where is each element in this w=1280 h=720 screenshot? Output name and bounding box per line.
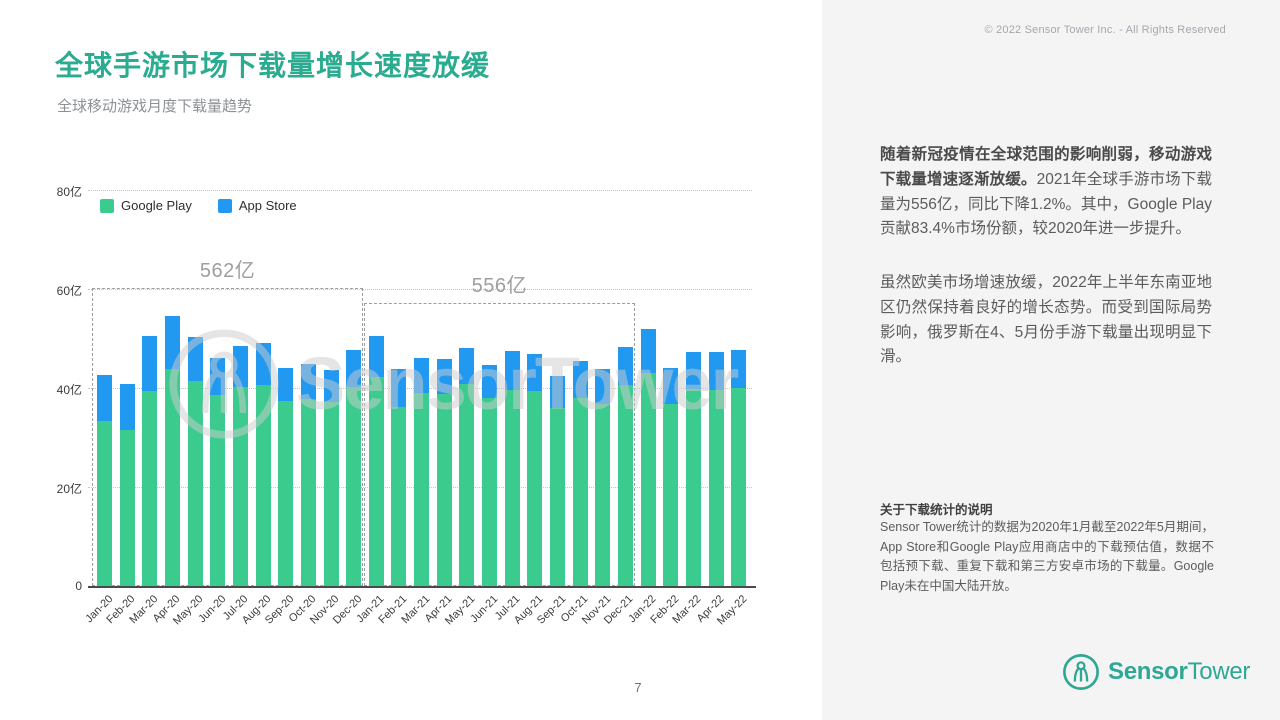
bar-Oct-20-app-store <box>300 363 316 399</box>
year-range-box-Jan-21 <box>363 302 635 586</box>
summary-paragraph-1: 随着新冠疫情在全球范围的影响削弱，移动游戏下载量增速逐渐放缓。2021年全球手游… <box>880 143 1212 242</box>
bar-Dec-21-google-play <box>617 385 633 586</box>
bar-Jun-20-google-play <box>210 394 226 586</box>
bar-Feb-22-app-store <box>663 367 679 405</box>
chart-subtitle: 全球移动游戏月度下载量趋势 <box>57 98 253 115</box>
bar-Jun-20-app-store <box>210 358 226 395</box>
bar-Mar-21-google-play <box>414 393 430 586</box>
bar-Feb-20-google-play <box>119 430 135 586</box>
bar-Feb-21-google-play <box>391 406 407 586</box>
bar-Aug-21-google-play <box>527 390 543 586</box>
year-total-label: 562亿 <box>199 260 256 282</box>
bar-Mar-20-app-store <box>142 335 158 391</box>
bar-Nov-20-app-store <box>323 369 339 402</box>
bar-Jul-21-app-store <box>504 351 520 390</box>
y-tick-label: 0 <box>75 579 82 593</box>
bar-Oct-20-google-play <box>300 398 316 586</box>
summary-paragraph-2: 虽然欧美市场增速放缓，2022年上半年东南亚地区仍然保持着良好的增长态势。而受到… <box>880 274 1212 366</box>
sidebar <box>822 0 1280 720</box>
bar-Apr-20-app-store <box>164 316 180 370</box>
bar-Jul-20-google-play <box>232 387 248 586</box>
chart-legend: Google Play App Store <box>100 198 297 213</box>
sensor-tower-logo: SensorTower <box>1062 653 1250 691</box>
bar-Jan-21-app-store <box>368 336 384 377</box>
bar-Sep-20-google-play <box>278 400 294 586</box>
bar-Jan-22-google-play <box>640 372 656 586</box>
logo-text-tower: Tower <box>1187 658 1251 685</box>
gridline-60 <box>88 289 752 290</box>
bar-Apr-21-google-play <box>436 393 452 586</box>
bar-Mar-22-google-play <box>685 388 701 586</box>
legend-label-google-play: Google Play <box>121 198 192 213</box>
y-tick-label: 60亿 <box>56 284 82 298</box>
bar-Oct-21-app-store <box>572 361 588 399</box>
year-total-label: 556亿 <box>471 274 528 297</box>
bar-Jun-21-app-store <box>482 364 498 399</box>
bar-Mar-22-app-store <box>685 351 701 389</box>
page-number: 7 <box>634 680 642 695</box>
legend-label-app-store: App Store <box>238 198 297 213</box>
gridline-80 <box>88 190 752 191</box>
bar-Aug-20-google-play <box>255 385 271 586</box>
bar-Aug-20-app-store <box>255 343 271 386</box>
bar-Nov-21-google-play <box>595 403 611 586</box>
sensor-tower-logo-icon <box>1063 654 1099 690</box>
bar-Mar-21-app-store <box>414 357 430 394</box>
bar-Jan-21-google-play <box>368 376 384 586</box>
bar-Mar-20-google-play <box>142 390 158 586</box>
note-title: 关于下载统计的说明 <box>880 503 993 517</box>
legend-item-app-store: App Store <box>217 198 297 213</box>
y-tick-label: 40亿 <box>56 383 82 397</box>
bar-Nov-20-google-play <box>323 401 339 586</box>
bar-Aug-21-app-store <box>527 353 543 391</box>
bar-May-21-google-play <box>459 383 475 586</box>
bar-May-20-app-store <box>187 336 203 382</box>
bar-Sep-21-google-play <box>550 407 565 586</box>
legend-item-google-play: Google Play <box>100 198 192 213</box>
bar-Dec-20-app-store <box>346 350 362 387</box>
bar-Apr-20-google-play <box>164 369 180 586</box>
note-body: Sensor Tower统计的数据为2020年1月截至2022年5月期间，App… <box>880 520 1214 593</box>
bar-Oct-21-google-play <box>572 398 588 586</box>
x-axis-line <box>88 586 756 588</box>
bar-Feb-22-google-play <box>663 404 679 586</box>
page-title: 全球手游市场下载量增长速度放缓 <box>55 50 491 81</box>
bar-Jun-21-google-play <box>482 398 498 586</box>
logo-text-sensor: Sensor <box>1108 658 1188 685</box>
bar-Jan-20-google-play <box>97 420 112 586</box>
bar-Dec-21-app-store <box>617 347 633 386</box>
legend-swatch-app-store <box>217 198 232 213</box>
summary-paragraph-1-rest: 2021年全球手游市场下载量为556亿，同比下降1.2%。其中，Google P… <box>880 170 1212 238</box>
bar-May-21-app-store <box>459 347 475 384</box>
bar-Jan-20-app-store <box>97 374 112 421</box>
bar-Apr-22-google-play <box>708 389 724 586</box>
year-range-box-Jan-20 <box>92 288 364 586</box>
y-tick-label: 80亿 <box>56 185 82 199</box>
sensor-tower-logo-text: SensorTower <box>1108 658 1250 686</box>
bar-Jul-20-app-store <box>232 345 248 387</box>
bar-Nov-21-app-store <box>595 368 611 404</box>
bar-Feb-20-app-store <box>119 383 135 431</box>
legend-swatch-google-play <box>100 198 114 213</box>
copyright: © 2022 Sensor Tower Inc. - All Rights Re… <box>984 24 1226 36</box>
bar-Apr-21-app-store <box>436 359 452 394</box>
bar-Sep-21-app-store <box>550 375 565 408</box>
bar-May-20-google-play <box>187 381 203 586</box>
bar-May-22-google-play <box>731 388 747 586</box>
y-tick-label: 20亿 <box>56 482 82 496</box>
bar-Sep-20-app-store <box>278 367 294 401</box>
summary-paragraph-1-bold: 随着新冠疫情在全球范围的影响削弱，移动游戏下载量增速逐渐放缓。 <box>880 146 1212 188</box>
bar-Apr-22-app-store <box>708 352 724 390</box>
bar-Jul-21-google-play <box>504 389 520 586</box>
bar-May-22-app-store <box>731 350 747 389</box>
bar-Feb-21-app-store <box>391 369 407 407</box>
bar-Dec-20-google-play <box>346 387 362 586</box>
bar-Jan-22-app-store <box>640 329 656 373</box>
